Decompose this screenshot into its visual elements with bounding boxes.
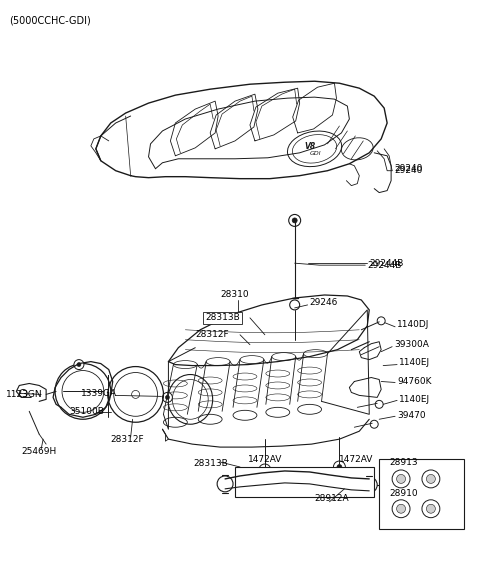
Circle shape (19, 390, 27, 397)
Circle shape (217, 476, 233, 492)
Circle shape (77, 363, 81, 367)
Text: 1140EJ: 1140EJ (399, 395, 430, 404)
Text: 1472AV: 1472AV (248, 455, 282, 464)
Text: 28313B: 28313B (205, 314, 240, 322)
Text: 1123GN: 1123GN (6, 390, 43, 399)
Circle shape (292, 218, 297, 223)
Text: 1339GA: 1339GA (81, 389, 117, 398)
Text: 29244B: 29244B (369, 258, 404, 268)
Circle shape (74, 360, 84, 370)
Text: 25469H: 25469H (21, 447, 57, 455)
Text: 94760K: 94760K (397, 377, 432, 386)
Text: 29244B: 29244B (367, 261, 402, 270)
Text: 28313B: 28313B (193, 458, 228, 468)
Text: 1140EJ: 1140EJ (399, 358, 430, 367)
Circle shape (370, 420, 378, 428)
Circle shape (422, 500, 440, 517)
Text: GDI: GDI (310, 151, 322, 156)
Circle shape (290, 300, 300, 310)
Text: 28912A: 28912A (314, 495, 349, 503)
Text: 35100B: 35100B (69, 407, 104, 416)
Circle shape (422, 470, 440, 488)
Text: 1140DJ: 1140DJ (397, 321, 430, 329)
Circle shape (396, 505, 406, 513)
Text: 29246: 29246 (310, 298, 338, 308)
Circle shape (426, 475, 435, 483)
Text: 1472AV: 1472AV (339, 455, 374, 464)
Circle shape (288, 214, 300, 226)
Circle shape (375, 400, 383, 408)
Circle shape (426, 505, 435, 513)
Circle shape (162, 393, 172, 403)
Text: 28910: 28910 (389, 489, 418, 498)
Circle shape (377, 317, 385, 325)
Text: (5000CCHC-GDI): (5000CCHC-GDI) (9, 16, 91, 26)
Text: 28913: 28913 (389, 458, 418, 466)
Text: 28312F: 28312F (111, 435, 144, 444)
Text: 29240: 29240 (394, 164, 422, 173)
Circle shape (263, 468, 267, 472)
Text: 28312F: 28312F (195, 331, 229, 339)
Text: 29240: 29240 (394, 166, 422, 175)
Text: 39300A: 39300A (394, 340, 429, 349)
Bar (235, 467, 374, 497)
Circle shape (361, 477, 377, 493)
Text: V8: V8 (304, 142, 315, 151)
Bar (379, 459, 464, 529)
Circle shape (392, 500, 410, 517)
Circle shape (334, 461, 346, 473)
Text: 39470: 39470 (397, 411, 426, 420)
Circle shape (392, 470, 410, 488)
Text: 28310: 28310 (220, 291, 249, 299)
Circle shape (259, 464, 271, 476)
Circle shape (166, 396, 169, 400)
Circle shape (337, 465, 342, 469)
Circle shape (396, 475, 406, 483)
